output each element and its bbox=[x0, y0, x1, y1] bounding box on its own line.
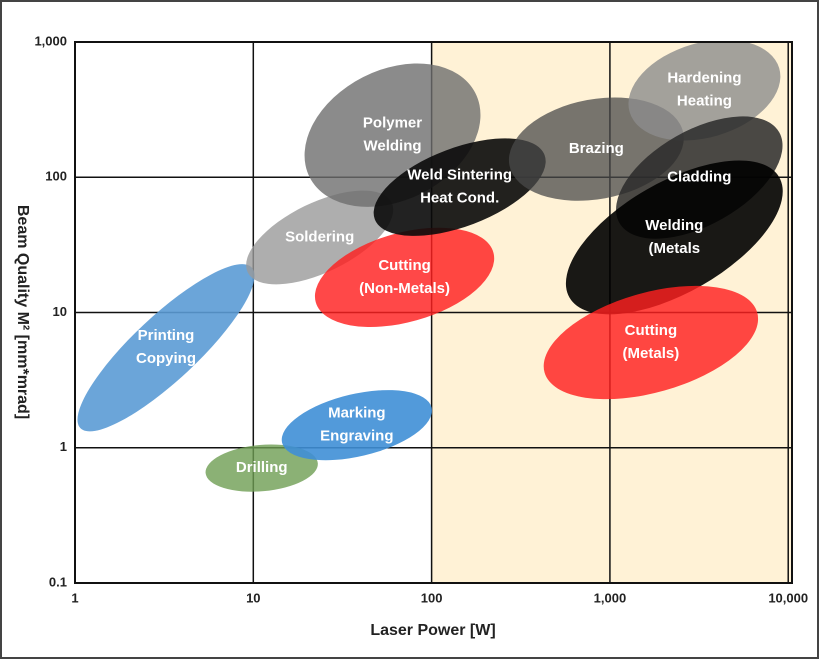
region-label: (Non-Metals) bbox=[359, 280, 450, 297]
y-tick-label: 0.1 bbox=[49, 574, 67, 589]
region-label: Cladding bbox=[667, 169, 731, 186]
regions bbox=[77, 42, 783, 492]
region-label: Marking bbox=[328, 405, 386, 422]
x-tick-label: 100 bbox=[421, 590, 443, 605]
x-tick-label: 1,000 bbox=[594, 590, 627, 605]
region-label: Heat Cond. bbox=[420, 190, 499, 207]
region-label: Cutting bbox=[378, 257, 430, 274]
region-label: Brazing bbox=[569, 140, 624, 157]
region-label: Polymer bbox=[363, 115, 422, 132]
region-ellipse bbox=[628, 42, 781, 141]
region-label: (Metals) bbox=[623, 345, 680, 362]
region-label: Welding bbox=[645, 217, 703, 234]
region-label: (Metals bbox=[648, 240, 700, 257]
x-tick-label: 10,000 bbox=[768, 590, 808, 605]
region-ellipse bbox=[565, 160, 783, 315]
y-tick-label: 1,000 bbox=[34, 33, 67, 48]
x-tick-label: 1 bbox=[71, 590, 78, 605]
region-label: Soldering bbox=[285, 228, 354, 245]
region-ellipse bbox=[205, 444, 318, 492]
region-ellipse bbox=[543, 285, 759, 400]
region-label: Hardening bbox=[667, 70, 741, 87]
y-tick-label: 1 bbox=[60, 439, 67, 454]
region-label: Cutting bbox=[625, 322, 677, 339]
region-ellipse bbox=[77, 264, 255, 432]
y-tick-label: 10 bbox=[53, 304, 67, 319]
region-ellipse bbox=[281, 390, 432, 461]
x-tick-label: 10 bbox=[246, 590, 260, 605]
region-label: Heating bbox=[677, 93, 732, 110]
region-label: Copying bbox=[136, 350, 196, 367]
region-ellipse bbox=[314, 227, 495, 327]
region-ellipse bbox=[373, 138, 546, 236]
x-axis-title: Laser Power [W] bbox=[370, 622, 495, 639]
region-label: Printing bbox=[138, 327, 195, 344]
region-ellipse bbox=[246, 190, 394, 285]
y-tick-label: 100 bbox=[45, 169, 67, 184]
y-axis-title: Beam Quality M² [mm*mrad] bbox=[14, 205, 31, 419]
region-label: Engraving bbox=[320, 428, 393, 445]
plot-border bbox=[74, 41, 793, 584]
region-label: Welding bbox=[363, 138, 421, 155]
region-label: Weld Sintering bbox=[407, 167, 512, 184]
region-label: Drilling bbox=[236, 459, 288, 476]
